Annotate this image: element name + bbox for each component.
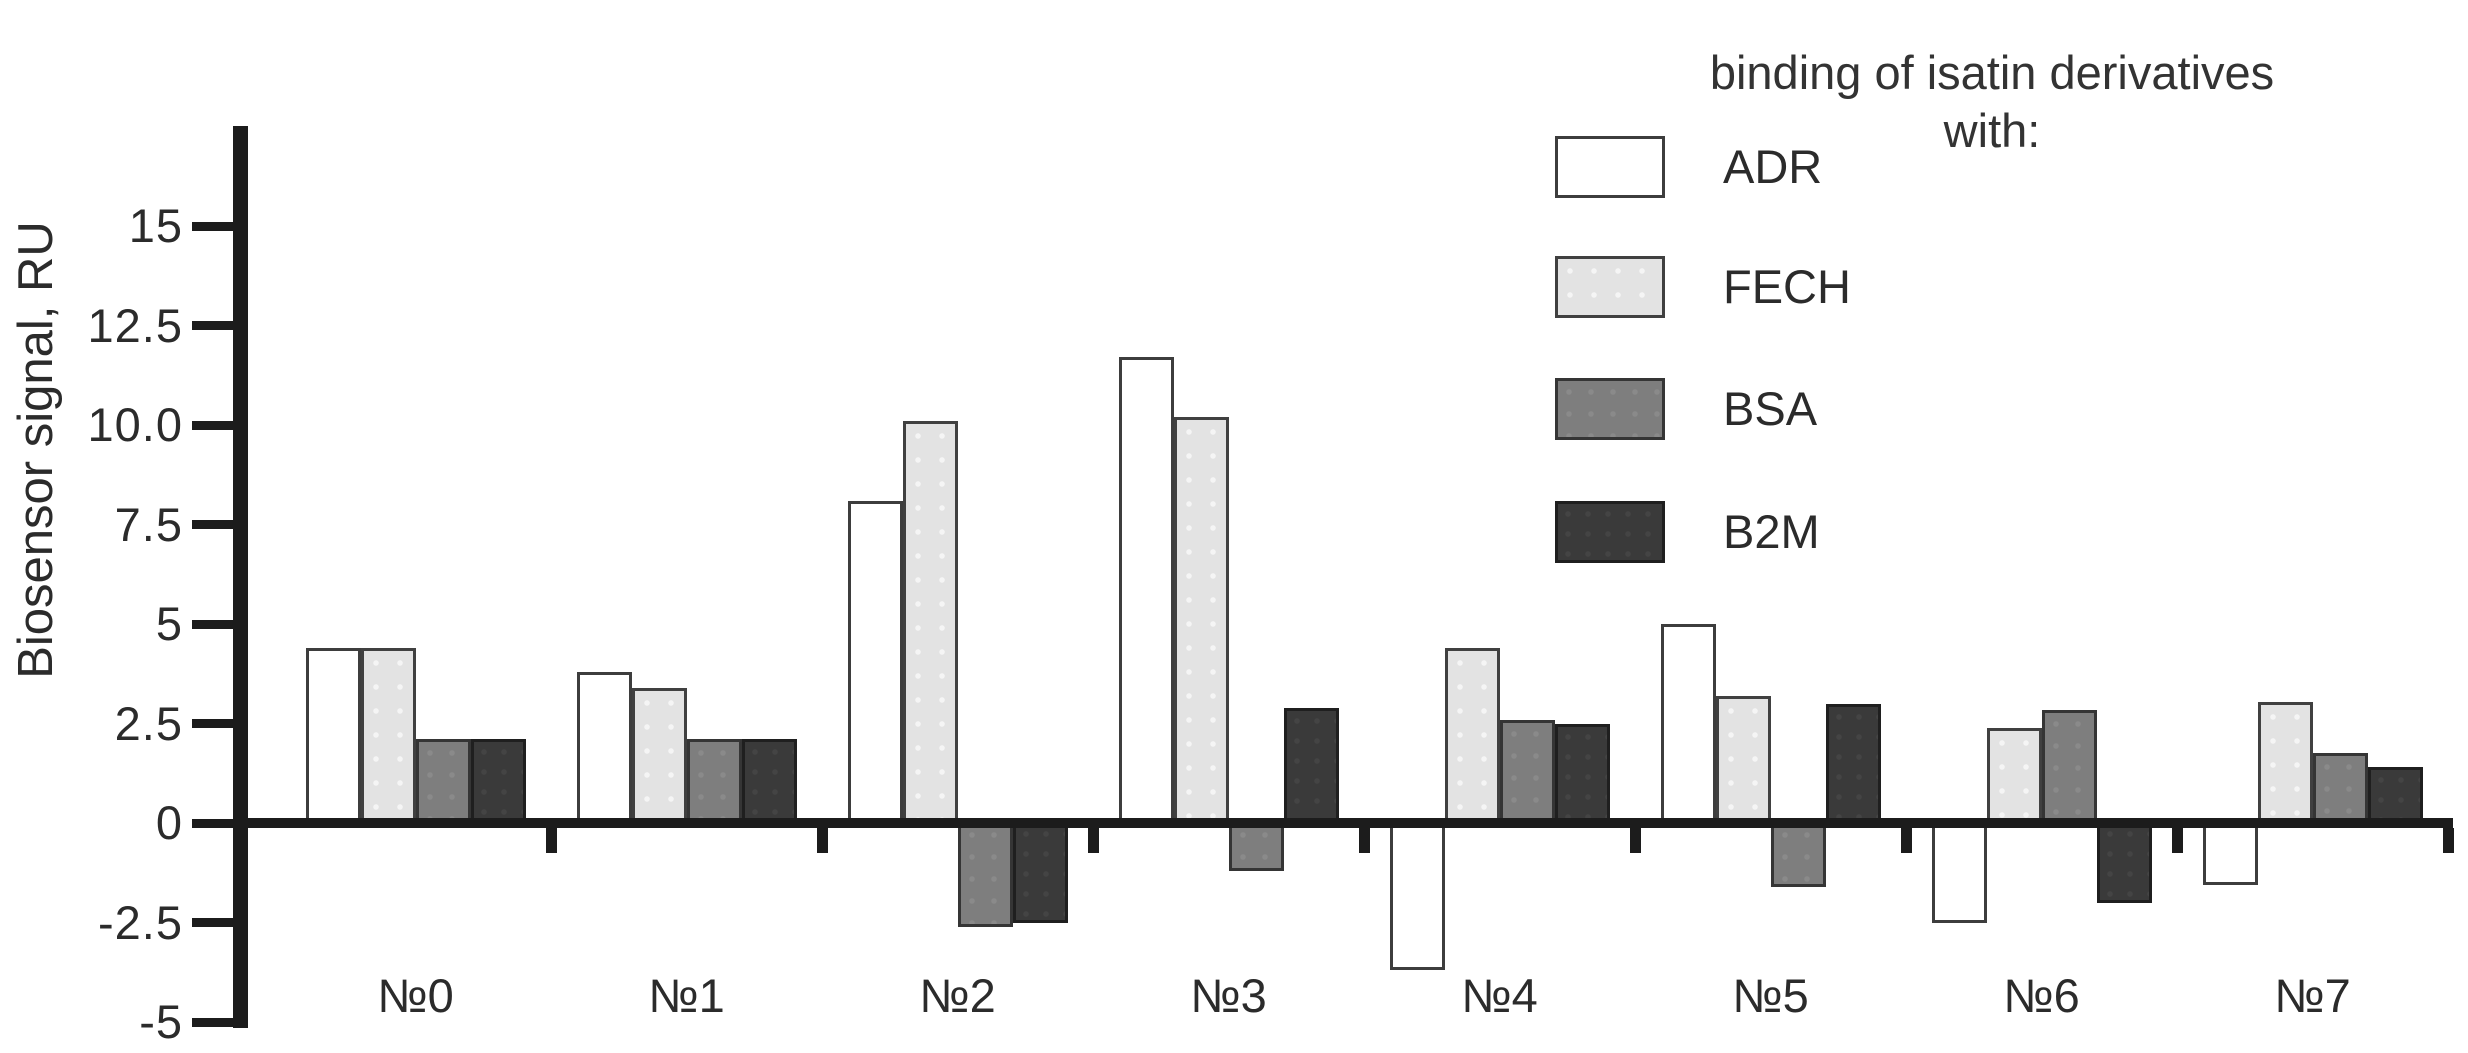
bar-B2M-N7: [2367, 767, 2423, 825]
bar-ADR-N7: [2202, 821, 2258, 885]
x-category-label: №0: [377, 969, 454, 1022]
legend-title: binding of isatin derivatives with:: [1710, 44, 2274, 160]
bar-FECH-N1: [631, 687, 687, 825]
y-tick-label: 2.5: [114, 696, 183, 750]
bar-ADR-N1: [576, 671, 632, 825]
bar-FECH-N4: [1444, 647, 1500, 825]
y-tick-label: 12.5: [87, 298, 183, 352]
bar-FECH-N3: [1173, 417, 1229, 825]
bar-FECH-N0: [360, 647, 416, 825]
bar-FECH-N2: [902, 421, 958, 825]
bar-FECH-N7: [2257, 701, 2313, 825]
y-tick-mark: [192, 818, 247, 828]
y-tick-mark: [192, 520, 247, 529]
legend-label-B2M: B2M: [1723, 505, 1820, 558]
x-tick-mark: [1901, 828, 1912, 853]
bar-B2M-N2: [1012, 821, 1068, 923]
legend-label-FECH: FECH: [1723, 260, 1851, 313]
y-axis-line: [233, 126, 248, 1028]
x-category-label: №4: [1461, 969, 1538, 1022]
bar-BSA-N4: [1499, 719, 1555, 825]
x-category-label: №5: [1732, 969, 1809, 1022]
legend-swatch-FECH: [1555, 256, 1665, 318]
y-tick-mark: [192, 918, 247, 927]
y-tick-label: 5: [155, 597, 183, 650]
y-tick-label: 15: [128, 199, 183, 252]
bar-ADR-N4: [1389, 821, 1445, 971]
y-tick-label: -5: [139, 995, 183, 1048]
bar-B2M-N5: [1825, 703, 1881, 825]
x-category-label: №3: [1190, 969, 1267, 1022]
bar-B2M-N3: [1283, 707, 1339, 825]
bar-BSA-N0: [415, 739, 471, 825]
x-axis-line: [247, 818, 2453, 828]
x-tick-mark: [546, 828, 557, 853]
legend-label-ADR: ADR: [1723, 140, 1823, 193]
x-tick-mark: [1088, 828, 1099, 853]
x-tick-mark: [2443, 828, 2454, 853]
bar-BSA-N1: [686, 739, 742, 825]
x-category-label: №1: [648, 969, 725, 1022]
y-tick-mark: [192, 619, 247, 629]
x-tick-mark: [2172, 828, 2183, 853]
legend-title-line2: with:: [1943, 104, 2041, 157]
y-tick-label: 0: [155, 796, 183, 849]
bar-BSA-N3: [1228, 821, 1284, 871]
bar-BSA-N5: [1770, 821, 1826, 887]
legend-swatch-BSA: [1555, 378, 1665, 440]
x-tick-mark: [1359, 828, 1370, 853]
x-tick-mark: [1630, 828, 1641, 853]
bar-B2M-N6: [2096, 821, 2152, 903]
bar-BSA-N7: [2312, 753, 2368, 825]
bar-ADR-N2: [847, 500, 903, 825]
y-tick-mark: [192, 1017, 247, 1027]
bar-BSA-N6: [2041, 709, 2097, 825]
bar-ADR-N6: [1931, 821, 1987, 923]
legend-swatch-B2M: [1555, 501, 1665, 563]
bar-BSA-N2: [957, 821, 1013, 927]
bar-FECH-N6: [1986, 727, 2042, 825]
y-tick-label: 7.5: [114, 497, 183, 551]
y-tick-mark: [192, 719, 247, 728]
bar-ADR-N3: [1118, 357, 1174, 825]
y-tick-mark: [192, 321, 247, 330]
legend-swatch-ADR: [1555, 136, 1665, 198]
bar-B2M-N0: [470, 739, 526, 825]
bar-ADR-N0: [305, 647, 361, 825]
x-category-label: №6: [2003, 969, 2080, 1022]
x-tick-mark: [817, 828, 828, 853]
legend-label-BSA: BSA: [1723, 382, 1818, 435]
bar-FECH-N5: [1715, 695, 1771, 825]
bar-B2M-N1: [741, 739, 797, 825]
x-category-label: №7: [2274, 969, 2351, 1022]
x-category-label: №2: [919, 969, 996, 1022]
y-tick-label: 10.0: [87, 398, 183, 451]
bar-B2M-N4: [1554, 723, 1610, 825]
y-tick-mark: [192, 420, 247, 430]
y-tick-label: -2.5: [98, 895, 183, 949]
legend-title-line1: binding of isatin derivatives: [1709, 46, 2275, 99]
bar-ADR-N5: [1660, 624, 1716, 825]
y-tick-mark: [192, 221, 247, 231]
